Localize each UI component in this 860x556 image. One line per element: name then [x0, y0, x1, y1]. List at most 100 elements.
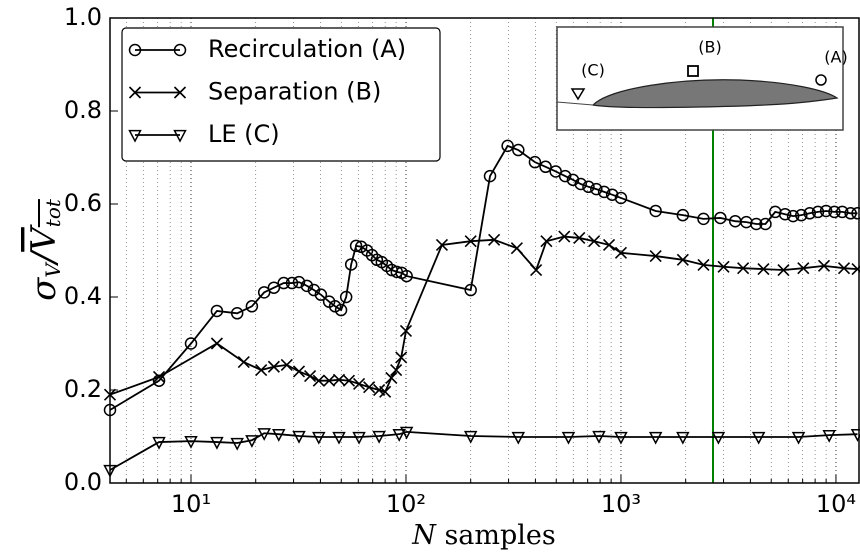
marker [173, 129, 187, 143]
series-line [109, 235, 858, 396]
marker [786, 209, 800, 223]
marker [844, 207, 857, 220]
marker [501, 139, 514, 153]
marker [574, 177, 587, 191]
marker [395, 351, 408, 364]
x-label-var: N [411, 520, 437, 551]
marker [255, 363, 268, 377]
marker [173, 43, 187, 57]
marker [791, 431, 806, 445]
marker [312, 431, 326, 445]
marker [352, 431, 366, 445]
marker [152, 374, 166, 387]
marker [511, 431, 526, 445]
y-tick-label: 0.0 [64, 468, 102, 496]
y-tick-label: 0.2 [64, 375, 102, 403]
inset-marker-b [687, 65, 699, 77]
marker [332, 431, 346, 445]
marker [392, 429, 406, 442]
marker [435, 238, 449, 251]
y-tick-label: 0.8 [64, 96, 102, 124]
marker [390, 363, 403, 377]
marker [128, 129, 142, 143]
marker [757, 263, 770, 276]
marker [605, 188, 619, 201]
marker [822, 429, 836, 443]
marker [777, 263, 790, 277]
marker [597, 185, 611, 199]
marker [277, 276, 290, 290]
marker [464, 235, 477, 248]
marker [649, 250, 662, 263]
marker [819, 204, 833, 218]
inset-box [556, 26, 844, 131]
marker [676, 208, 690, 222]
marker [697, 258, 710, 271]
marker [614, 431, 628, 445]
marker [737, 262, 750, 275]
inset-marker-c [570, 88, 586, 101]
y-tick-label: 0.6 [64, 189, 102, 217]
marker [245, 435, 259, 448]
marker [676, 253, 689, 266]
marker [210, 337, 223, 350]
marker [483, 169, 497, 183]
marker [464, 283, 477, 297]
series [103, 230, 860, 401]
legend-label: Separation (B) [208, 78, 381, 106]
marker [828, 205, 841, 219]
marker [850, 429, 860, 442]
grid [110, 17, 837, 484]
inset-tick [556, 101, 594, 106]
marker [210, 436, 224, 450]
legend-label: LE (C) [208, 120, 280, 148]
marker [778, 207, 792, 221]
airfoil [591, 79, 839, 109]
marker [676, 431, 690, 445]
marker [750, 217, 763, 231]
inset-marker-a [815, 74, 827, 86]
marker [510, 242, 523, 255]
marker [540, 235, 553, 248]
legend-box [121, 27, 441, 162]
y-tick-label: 0.4 [64, 282, 102, 310]
marker [851, 207, 860, 220]
marker [323, 374, 336, 387]
marker [759, 217, 772, 231]
x-tick-label: 10³ [601, 490, 641, 518]
marker [184, 337, 198, 350]
y-tick-label: 1.0 [64, 3, 102, 31]
marker [292, 275, 306, 289]
y-label-sigma: σ [24, 277, 64, 301]
marker [400, 269, 413, 283]
marker [648, 431, 663, 445]
marker [512, 143, 525, 157]
marker [237, 356, 250, 369]
series [103, 139, 860, 417]
marker [717, 260, 730, 273]
marker [837, 262, 851, 275]
marker [385, 371, 398, 384]
marker [267, 360, 280, 373]
marker [528, 155, 542, 169]
marker [592, 430, 606, 444]
inset-label: (C) [581, 61, 605, 80]
y-label-slash: / [24, 248, 64, 266]
marker [152, 370, 166, 384]
y-label-v: V [24, 224, 64, 252]
marker [128, 86, 142, 99]
marker [463, 430, 478, 444]
marker [851, 263, 860, 276]
marker [352, 377, 366, 391]
marker [573, 231, 586, 245]
marker [314, 288, 328, 301]
x-tick-label: 10² [386, 490, 426, 518]
x-axis-label: N samples [411, 520, 556, 551]
marker [649, 204, 662, 218]
marker [836, 205, 849, 219]
legend: Recirculation (A) Separation (B) LE (C) [121, 27, 441, 162]
marker [561, 431, 576, 445]
marker [230, 307, 244, 320]
y-label-tot: tot [41, 198, 65, 227]
